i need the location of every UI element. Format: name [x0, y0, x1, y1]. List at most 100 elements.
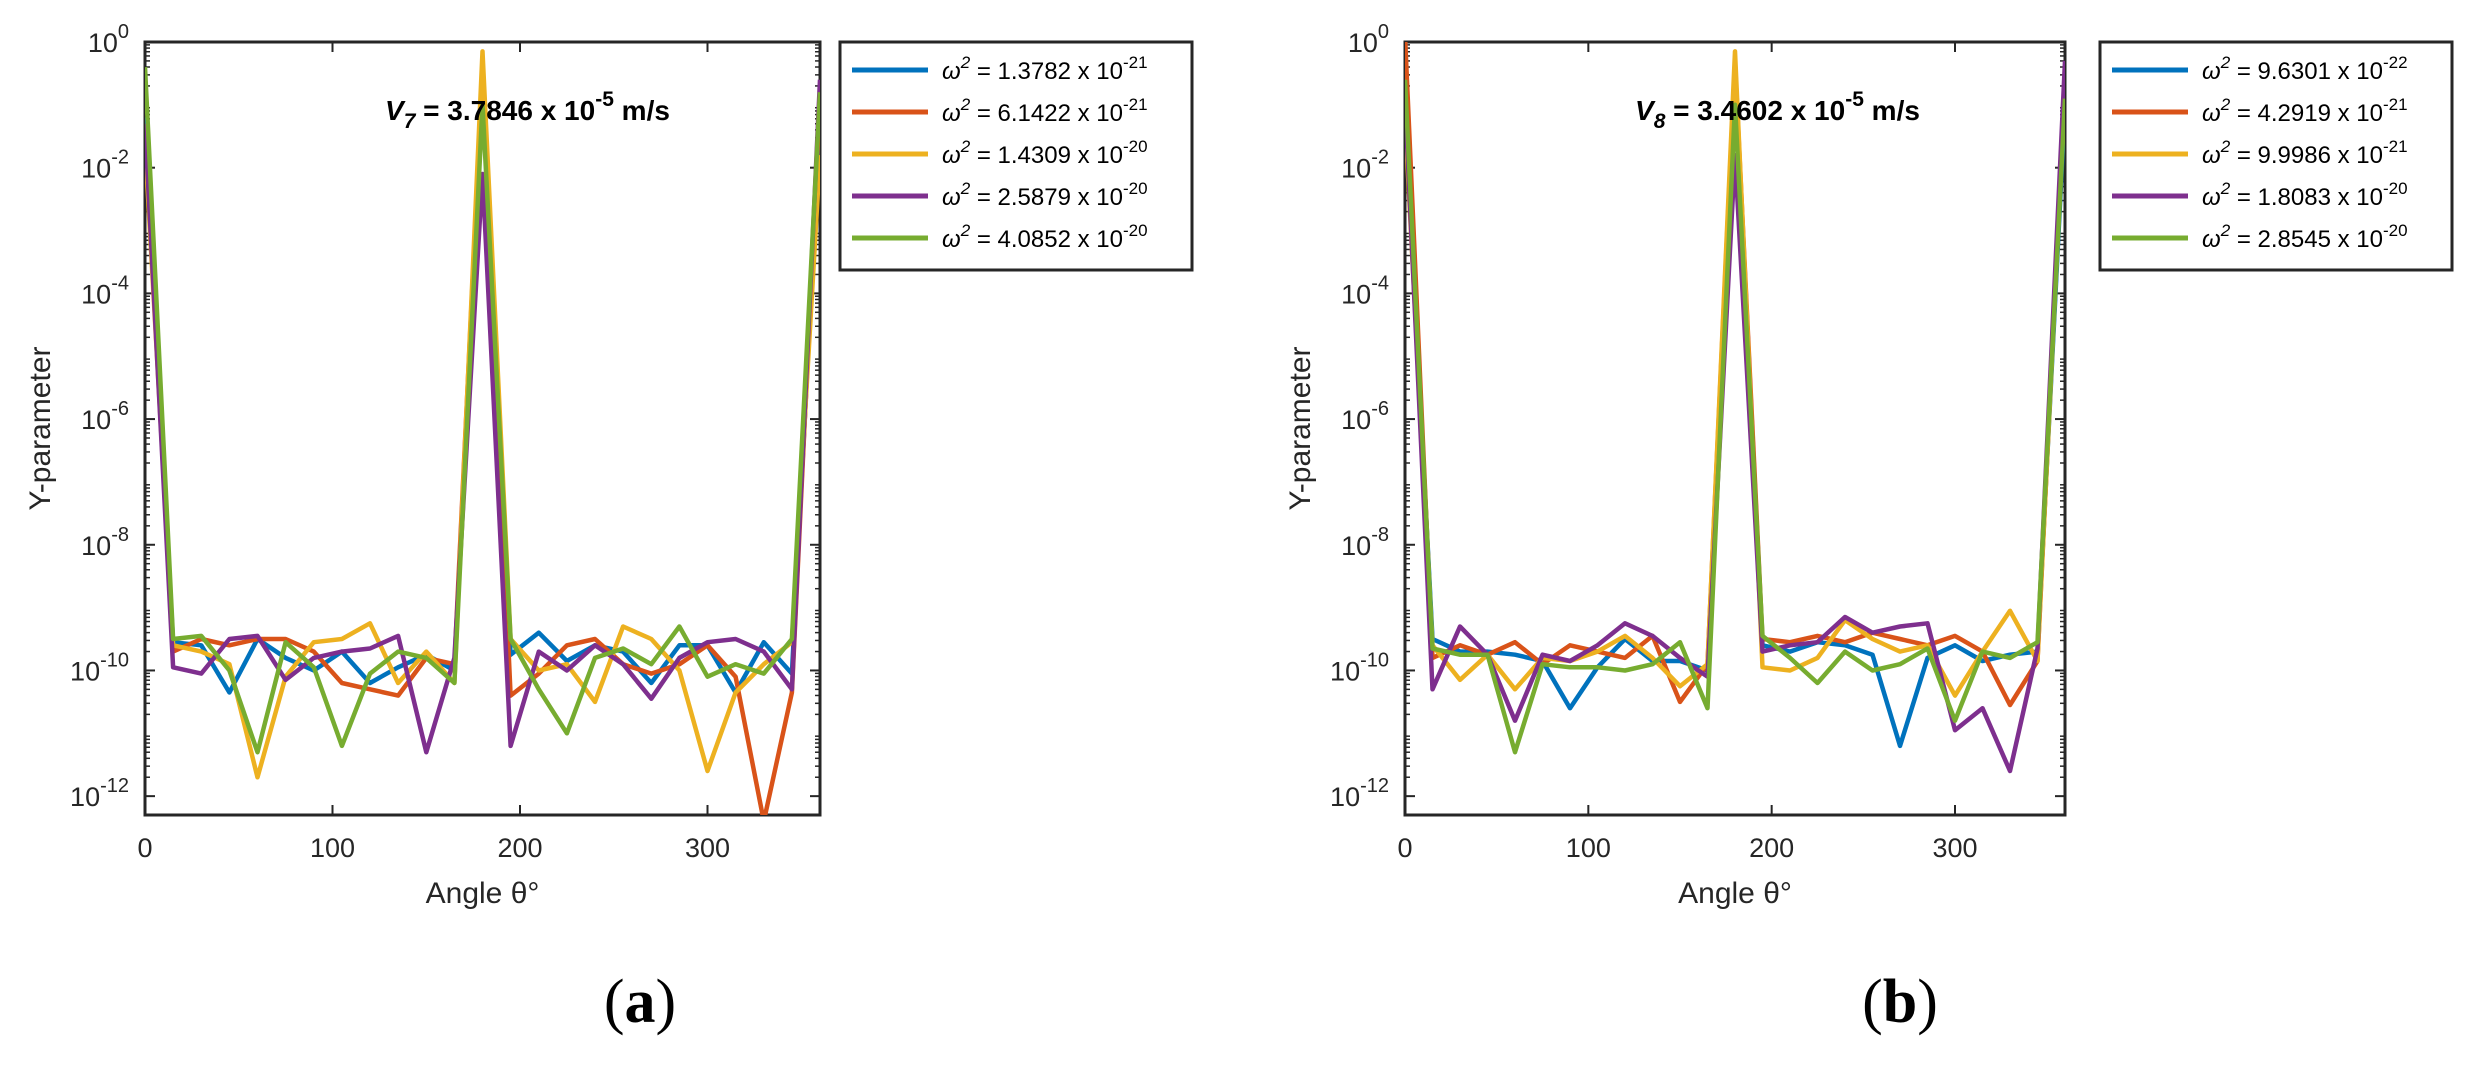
- y-tick-exponent: -8: [111, 524, 129, 546]
- legend-value: = 1.8083 x 10: [2237, 184, 2383, 211]
- series-line-4: [1405, 60, 2065, 774]
- legend-omega: ω: [942, 142, 961, 169]
- y-tick-label: 10-6: [81, 398, 129, 435]
- legend-exp: -21: [2383, 137, 2408, 156]
- legend-value: = 2.8545 x 10: [2237, 226, 2383, 253]
- legend-omega: ω: [2202, 142, 2221, 169]
- y-tick-base: 10: [1330, 782, 1360, 812]
- y-tick-exponent: -4: [1371, 272, 1389, 294]
- y-tick-base: 10: [1341, 279, 1371, 309]
- legend-value: = 4.0852 x 10: [977, 226, 1123, 253]
- y-axis-label: Y-parameter: [24, 347, 57, 511]
- x-tick-label: 300: [685, 833, 730, 863]
- legend-exp: -20: [2383, 221, 2408, 240]
- legend-omega-exp: 2: [960, 179, 971, 198]
- legend-omega-exp: 2: [960, 221, 971, 240]
- y-tick-exponent: -10: [1360, 649, 1389, 671]
- y-tick-exponent: -4: [111, 272, 129, 294]
- y-tick-base: 10: [81, 154, 111, 184]
- y-tick-exponent: -8: [1371, 524, 1389, 546]
- legend-value: = 2.5879 x 10: [977, 184, 1123, 211]
- legend-space: [2230, 226, 2237, 253]
- x-axis-label: Angle θ°: [426, 877, 540, 910]
- annotation-unit: m/s: [614, 95, 670, 126]
- legend-omega-exp: 2: [2220, 179, 2231, 198]
- y-tick-base: 10: [81, 405, 111, 435]
- legend-value: = 9.6301 x 10: [2237, 58, 2383, 85]
- y-tick-base: 10: [1341, 531, 1371, 561]
- velocity-annotation: V8 = 3.4602 x 10-5 m/s: [1635, 88, 1920, 133]
- legend-value: = 1.3782 x 10: [977, 58, 1123, 85]
- legend-value: = 9.9986 x 10: [2237, 142, 2383, 169]
- legend-entry-1: ω2 = 1.3782 x 10-21: [942, 53, 1148, 85]
- annotation-value: = 3.7846 x 10: [423, 95, 595, 126]
- y-tick-base: 10: [70, 656, 100, 686]
- y-tick-base: 10: [70, 782, 100, 812]
- legend-omega: ω: [2202, 100, 2221, 127]
- legend-omega: ω: [942, 184, 961, 211]
- legend-omega: ω: [2202, 184, 2221, 211]
- y-tick-label: 10-2: [1341, 147, 1389, 184]
- series-line-5: [145, 66, 820, 755]
- legend-omega-exp: 2: [2220, 221, 2231, 240]
- legend-value: = 4.2919 x 10: [2237, 100, 2383, 127]
- legend-omega: ω: [2202, 226, 2221, 253]
- series-line-4: [145, 79, 820, 755]
- y-tick-label: 10-8: [1341, 524, 1389, 561]
- y-tick-exponent: 0: [1378, 21, 1389, 43]
- legend-entry-2: ω2 = 6.1422 x 10-21: [942, 95, 1148, 127]
- x-axis-label: Angle θ°: [1678, 877, 1792, 910]
- y-tick-label: 10-4: [1341, 272, 1389, 309]
- legend-space: [2230, 184, 2237, 211]
- y-tick-label: 10-12: [1330, 775, 1389, 812]
- legend-exp: -20: [1123, 179, 1148, 198]
- plot-area: [143, 40, 822, 817]
- caption-letter: a: [625, 968, 656, 1036]
- legend-exp: -20: [1123, 137, 1148, 156]
- panel-caption: (a): [604, 968, 676, 1036]
- y-tick-base: 10: [88, 28, 118, 58]
- annotation-var: V: [385, 95, 406, 126]
- y-tick-label: 10-8: [81, 524, 129, 561]
- y-tick-base: 10: [81, 531, 111, 561]
- legend-omega-exp: 2: [2220, 53, 2231, 72]
- legend-omega-exp: 2: [2220, 137, 2231, 156]
- caption-letter: b: [1883, 968, 1917, 1036]
- series-line-3: [145, 49, 820, 780]
- legend-space: [2230, 142, 2237, 169]
- legend-entry-4: ω2 = 2.5879 x 10-20: [942, 179, 1148, 211]
- x-tick-label: 200: [497, 833, 542, 863]
- panel-caption: (b): [1862, 968, 1938, 1036]
- velocity-annotation: V7 = 3.7846 x 10-5 m/s: [385, 88, 670, 133]
- y-tick-exponent: -6: [111, 398, 129, 420]
- legend-omega: ω: [942, 100, 961, 127]
- legend-omega: ω: [942, 58, 961, 85]
- annotation-var: V: [1635, 95, 1656, 126]
- series-line-5: [1405, 79, 2065, 755]
- legend-space: [970, 142, 977, 169]
- y-tick-label: 10-10: [1330, 649, 1389, 686]
- legend-omega-exp: 2: [960, 137, 971, 156]
- x-tick-label: 0: [1397, 833, 1412, 863]
- y-tick-label: 10-2: [81, 147, 129, 184]
- legend-exp: -21: [2383, 95, 2408, 114]
- legend-space: [970, 184, 977, 211]
- legend-space: [2230, 100, 2237, 127]
- legend-space: [970, 226, 977, 253]
- caption-open: (: [1862, 968, 1883, 1036]
- annotation-value: = 3.4602 x 10: [1673, 95, 1845, 126]
- legend-exp: -21: [1123, 95, 1148, 114]
- legend-value: = 1.4309 x 10: [977, 142, 1123, 169]
- y-tick-label: 10-10: [70, 649, 129, 686]
- y-tick-base: 10: [1348, 28, 1378, 58]
- y-tick-exponent: -2: [111, 147, 129, 169]
- legend-exp: -21: [1123, 53, 1148, 72]
- y-tick-label: 100: [1348, 21, 1389, 58]
- caption-open: (: [604, 968, 625, 1036]
- caption-close: ): [1917, 968, 1938, 1036]
- y-tick-exponent: -12: [1360, 775, 1389, 797]
